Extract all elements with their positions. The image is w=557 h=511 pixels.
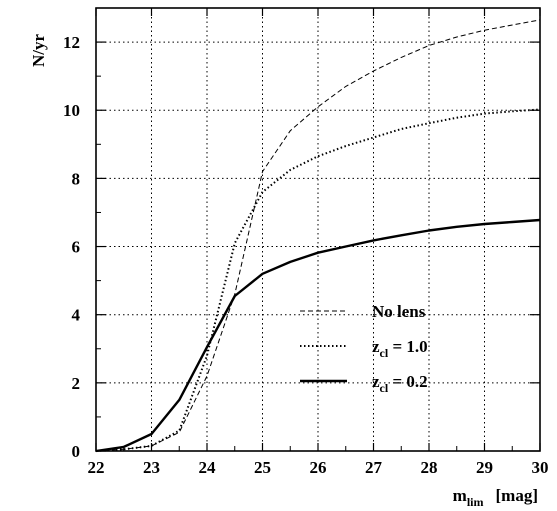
x-tick-label: 27 xyxy=(365,458,383,477)
x-axis-label-sub: lim xyxy=(467,495,484,509)
legend-label-main: No lens xyxy=(372,302,426,321)
series-line-solid xyxy=(95,218,541,453)
legend-label-sub: cl xyxy=(380,381,389,395)
x-tick-label: 25 xyxy=(254,458,271,477)
y-tick-label: 2 xyxy=(72,374,81,393)
legend-label-rest: = 0.2 xyxy=(388,372,427,391)
y-tick-label: 0 xyxy=(72,442,81,461)
legend-label: No lens xyxy=(372,302,426,321)
y-axis-label: N/yr xyxy=(29,34,48,68)
legend-label-sub: cl xyxy=(380,346,389,360)
y-tick-label: 10 xyxy=(63,101,80,120)
series-line-dotted xyxy=(95,108,541,452)
legend-label: zcl = 1.0 xyxy=(372,337,428,360)
grid xyxy=(96,8,540,451)
x-tick-label: 28 xyxy=(421,458,438,477)
legend-label: zcl = 0.2 xyxy=(372,372,428,395)
x-axis-label-unit: [mag] xyxy=(496,486,538,505)
y-tick-label: 8 xyxy=(72,169,81,188)
x-tick-label: 26 xyxy=(310,458,327,477)
legend-label-main: z xyxy=(372,372,380,391)
x-tick-label: 23 xyxy=(143,458,160,477)
x-tick-label: 22 xyxy=(88,458,105,477)
plot-frame xyxy=(95,7,541,452)
y-tick-label: 12 xyxy=(63,33,80,52)
legend-label-rest: = 1.0 xyxy=(388,337,427,356)
x-tick-label: 24 xyxy=(199,458,217,477)
x-tick-label: 29 xyxy=(476,458,493,477)
series-lines xyxy=(95,19,541,453)
legend-label-main: z xyxy=(372,337,380,356)
x-tick-label: 30 xyxy=(532,458,549,477)
y-tick-label: 4 xyxy=(72,306,81,325)
x-axis-label-main: m xyxy=(453,486,467,505)
y-tick-label: 6 xyxy=(72,238,81,257)
x-axis-label: mlim [mag] xyxy=(453,486,538,509)
